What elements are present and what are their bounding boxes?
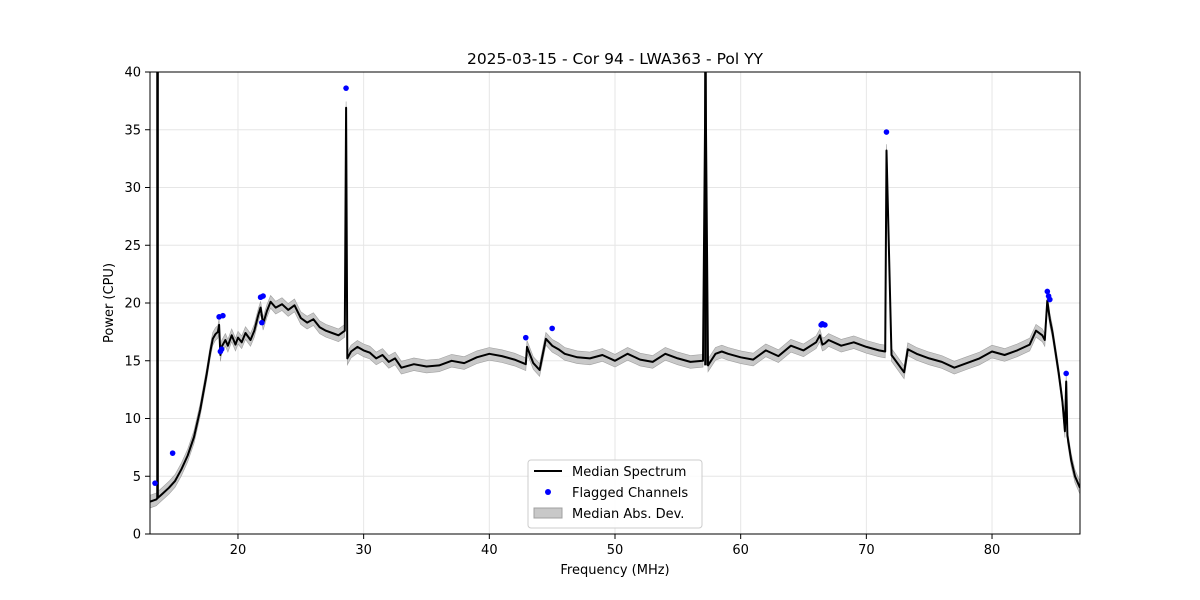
flagged-channel-point bbox=[260, 293, 266, 299]
flagged-channel-point bbox=[883, 129, 890, 135]
flagged-channel-point bbox=[218, 346, 225, 353]
y-tick-label: 10 bbox=[124, 412, 141, 427]
y-tick-label: 20 bbox=[124, 297, 141, 312]
legend: Median Spectrum Flagged Channels Median … bbox=[527, 459, 703, 529]
y-axis: 0 5 10 15 20 25 30 35 40 bbox=[124, 66, 150, 543]
plot-area bbox=[150, 72, 1080, 509]
legend-mad-label: Median Abs. Dev. bbox=[572, 507, 684, 522]
flagged-channel-point bbox=[1044, 288, 1051, 295]
chart-title: 2025-03-15 - Cor 94 - LWA363 - Pol YY bbox=[467, 50, 764, 68]
x-tick-label: 70 bbox=[858, 543, 875, 558]
flagged-channel-point bbox=[259, 319, 265, 326]
x-tick-label: 40 bbox=[481, 543, 498, 558]
x-tick-label: 50 bbox=[607, 543, 624, 558]
flagged-channel-point bbox=[343, 85, 349, 91]
flagged-channel-point bbox=[169, 450, 176, 456]
x-tick-label: 60 bbox=[732, 543, 749, 558]
flagged-channel-point bbox=[1047, 296, 1053, 303]
legend-flagged-swatch bbox=[545, 489, 551, 495]
flagged-channel-point bbox=[522, 334, 529, 341]
y-tick-label: 35 bbox=[124, 123, 141, 138]
flagged-channel-point bbox=[152, 480, 158, 486]
x-axis-label: Frequency (MHz) bbox=[560, 563, 669, 578]
legend-flagged-label: Flagged Channels bbox=[572, 486, 688, 501]
flagged-channel-point bbox=[822, 322, 828, 328]
legend-median-label: Median Spectrum bbox=[572, 465, 686, 480]
y-tick-label: 0 bbox=[133, 528, 141, 543]
flagged-channel-point bbox=[1063, 370, 1069, 377]
y-tick-label: 30 bbox=[124, 181, 141, 196]
y-axis-label: Power (CPU) bbox=[102, 263, 117, 343]
median-spectrum-line bbox=[150, 72, 1080, 503]
x-tick-label: 30 bbox=[355, 543, 372, 558]
x-tick-label: 20 bbox=[230, 543, 247, 558]
legend-box bbox=[527, 459, 703, 529]
x-axis: 20 30 40 50 60 70 80 bbox=[230, 534, 1001, 558]
x-tick-label: 80 bbox=[984, 543, 1001, 558]
y-tick-label: 40 bbox=[124, 66, 141, 81]
y-tick-label: 25 bbox=[124, 239, 141, 254]
flagged-channel-point bbox=[549, 325, 555, 332]
flagged-channel-point bbox=[220, 312, 226, 319]
y-tick-label: 15 bbox=[124, 354, 141, 369]
y-tick-label: 5 bbox=[133, 470, 141, 485]
legend-mad-swatch bbox=[533, 507, 563, 519]
